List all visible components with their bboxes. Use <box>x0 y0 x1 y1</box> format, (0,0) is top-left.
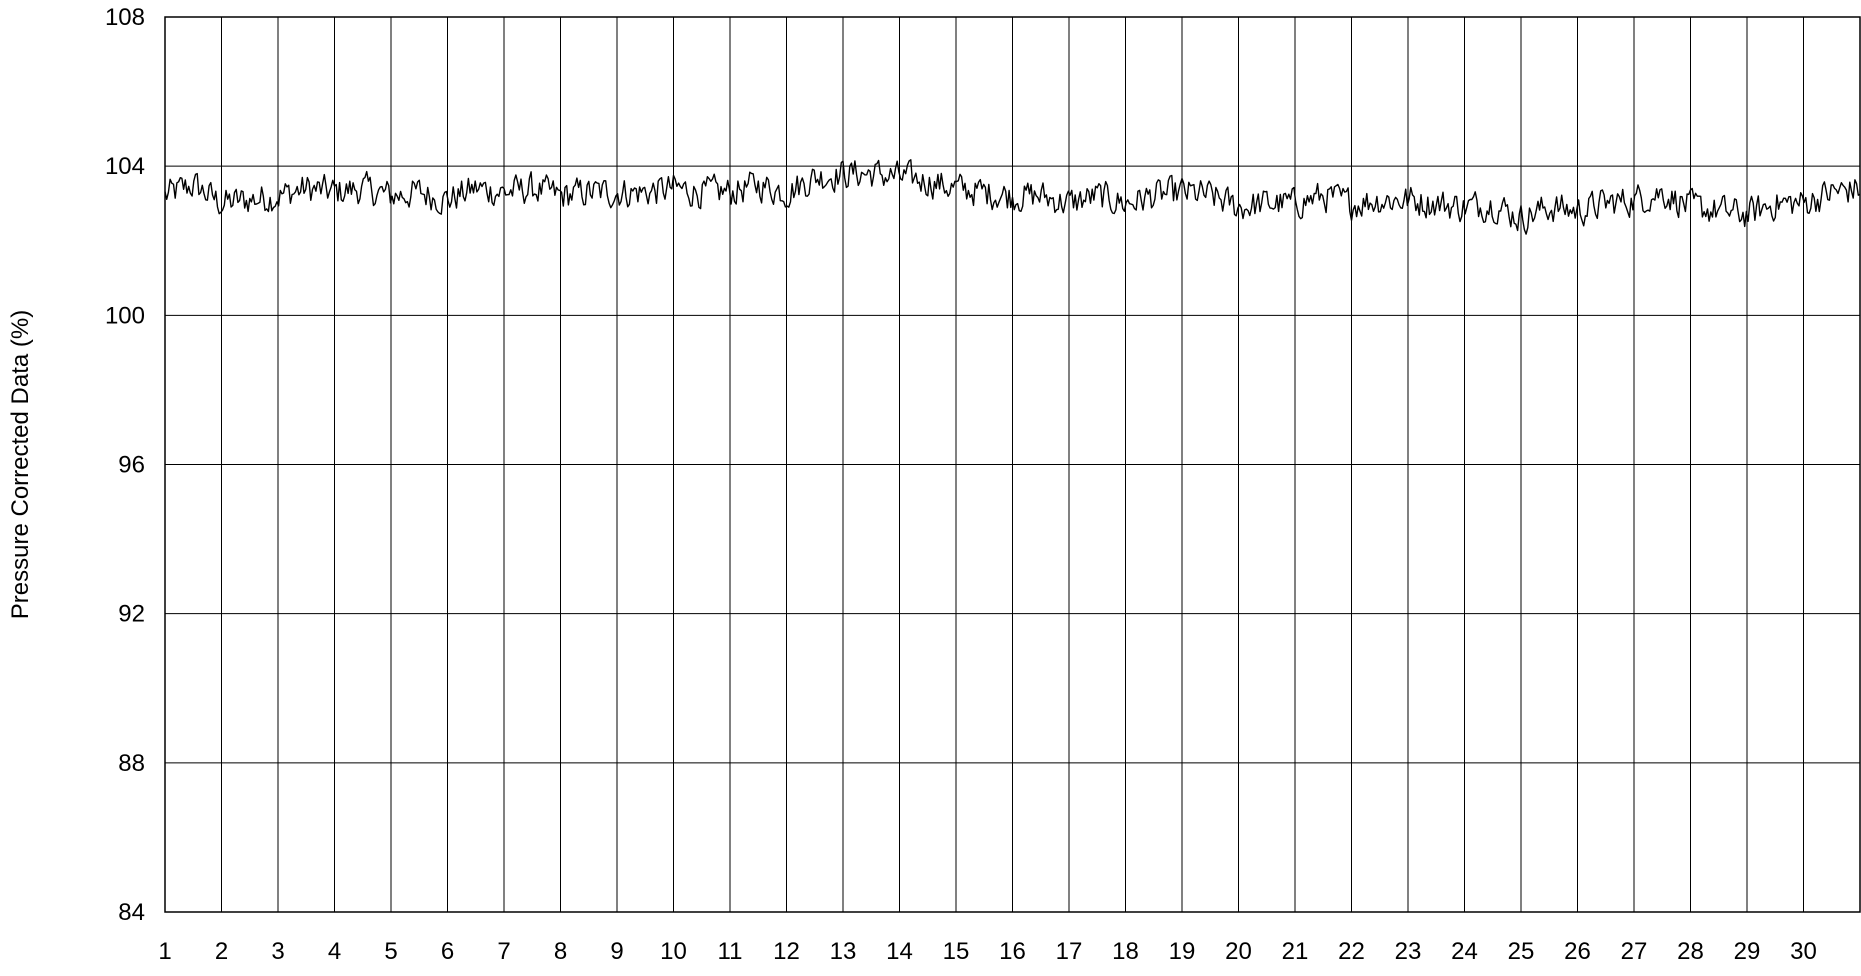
data-series-line <box>164 159 1861 235</box>
x-tick-label: 15 <box>943 938 970 965</box>
x-tick-label: 23 <box>1395 938 1422 965</box>
x-tick-label: 26 <box>1564 938 1591 965</box>
x-tick-label: 17 <box>1056 938 1083 965</box>
x-tick-labels: 1 2 3 4 5 6 7 8 9 10 11 12 13 14 15 16 17 18 19 20 21 22 23 24 2… <box>158 938 1817 965</box>
y-tick-label: 104 <box>105 153 145 180</box>
x-tick-label: 8 <box>554 938 567 965</box>
x-tick-label: 3 <box>271 938 284 965</box>
x-tick-label: 25 <box>1508 938 1535 965</box>
x-tick-label: 22 <box>1338 938 1365 965</box>
x-tick-label: 13 <box>830 938 857 965</box>
x-tick-label: 7 <box>497 938 510 965</box>
x-tick-label: 10 <box>660 938 687 965</box>
x-tick-label: 18 <box>1112 938 1139 965</box>
x-tick-label: 6 <box>441 938 454 965</box>
plot-area-frame <box>164 16 1861 913</box>
x-tick-label: 1 <box>158 938 171 965</box>
x-tick-label: 12 <box>773 938 800 965</box>
x-tick-label: 11 <box>718 938 743 965</box>
x-tick-label: 14 <box>886 938 913 965</box>
y-tick-label: 88 <box>118 750 145 777</box>
y-tick-label: 100 <box>105 302 145 329</box>
x-tick-label: 30 <box>1790 938 1817 965</box>
y-tick-label: 96 <box>118 452 145 479</box>
series-layer <box>164 159 1861 235</box>
x-tick-label: 27 <box>1621 938 1648 965</box>
x-tick-label: 16 <box>999 938 1026 965</box>
x-tick-label: 29 <box>1734 938 1761 965</box>
y-tick-label: 92 <box>118 601 145 628</box>
x-tick-label: 5 <box>384 938 397 965</box>
x-tick-label: 9 <box>610 938 623 965</box>
x-tick-label: 4 <box>328 938 341 965</box>
x-tick-label: 28 <box>1677 938 1704 965</box>
x-tick-label: 24 <box>1451 938 1478 965</box>
x-tick-label: 19 <box>1169 938 1196 965</box>
x-tick-label: 20 <box>1225 938 1252 965</box>
y-tick-labels: 84 88 92 96 100 104 108 <box>105 4 145 926</box>
x-tick-label: 21 <box>1282 938 1309 965</box>
x-tick-label: 2 <box>215 938 228 965</box>
y-tick-label: 108 <box>105 4 145 31</box>
y-axis-title: Pressure Corrected Data (%) <box>7 310 34 619</box>
y-tick-label: 84 <box>118 899 145 926</box>
grid <box>164 16 1860 913</box>
